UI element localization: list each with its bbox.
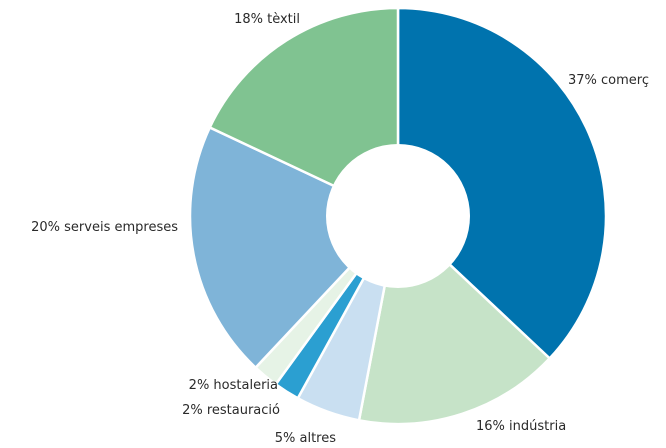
slice-label: 2% hostaleria <box>189 378 278 393</box>
labels-group: 37% comerç 16% indústria 5% altres 2% resta… <box>31 12 649 446</box>
slice-label: 2% restauració <box>182 403 280 418</box>
slice-label: 5% altres <box>275 431 336 446</box>
slice-label: 37% comerç <box>568 73 649 88</box>
slice-label: 18% tèxtil <box>234 12 300 27</box>
slice-label: 20% serveis empreses <box>31 220 178 235</box>
pie-slice <box>188 126 400 369</box>
donut-hole <box>326 144 470 288</box>
slice-label: 16% indústria <box>476 419 566 434</box>
pie-slice <box>396 6 608 360</box>
